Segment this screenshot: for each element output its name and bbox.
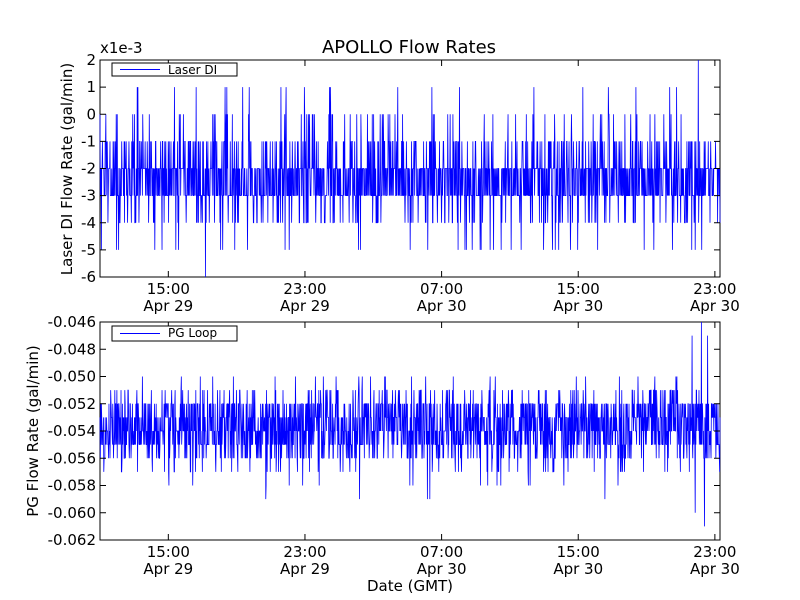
x-tick-time-label: 15:00 — [557, 543, 600, 561]
pg-loop-y-ticks: -0.046 -0.048 -0.050 -0.052 -0.054 -0.056 -0.0… — [48, 313, 720, 549]
x-tick-time-label: 23:00 — [283, 543, 326, 561]
y-tick-label: 0 — [86, 105, 96, 123]
y-tick-label: -0.058 — [48, 477, 96, 495]
pg-loop-legend-box — [111, 325, 238, 342]
chart-title: APOLLO Flow Rates — [322, 37, 496, 58]
x-tick-date-label: Apr 30 — [417, 560, 467, 578]
pg-loop-legend-label: PG Loop — [168, 326, 217, 340]
y-tick-label: -3 — [81, 187, 96, 205]
x-tick-date-label: Apr 30 — [417, 297, 467, 315]
y-tick-label: -4 — [81, 214, 96, 232]
x-tick-date-label: Apr 29 — [143, 297, 193, 315]
x-tick-date-label: Apr 30 — [690, 297, 740, 315]
y-tick-label: -0.054 — [48, 422, 96, 440]
laser-di-legend-label: Laser DI — [168, 63, 217, 77]
x-tick-time-label: 15:00 — [147, 543, 190, 561]
laser-di-series-group — [99, 59, 721, 278]
x-tick-time-label: 23:00 — [693, 280, 736, 298]
x-tick-time-label: 15:00 — [147, 280, 190, 298]
y-tick-label: -0.048 — [48, 340, 96, 358]
x-axis-label: Date (GMT) — [367, 577, 453, 595]
pg-loop-legend: PG Loop — [111, 325, 238, 342]
x-tick-time-label: 07:00 — [420, 543, 463, 561]
laser-di-offset-label: x1e-3 — [100, 39, 143, 57]
x-tick-time-label: 07:00 — [420, 280, 463, 298]
x-tick-date-label: Apr 29 — [143, 560, 193, 578]
laser-di-y-ticks: 2 1 0 -1 -2 -3 -4 -5 -6 — [81, 51, 720, 286]
x-tick-date-label: Apr 29 — [280, 560, 330, 578]
y-tick-label: -0.050 — [48, 368, 96, 386]
y-tick-label: 1 — [86, 78, 96, 96]
x-tick-time-label: 15:00 — [557, 280, 600, 298]
y-tick-label: -0.046 — [48, 313, 96, 331]
y-tick-label: -0.062 — [48, 531, 96, 549]
pg-loop-y-axis-label: PG Flow Rate (gal/min) — [24, 345, 42, 517]
x-tick-date-label: Apr 30 — [553, 297, 603, 315]
x-tick-time-label: 23:00 — [283, 280, 326, 298]
laser-di-series-line — [99, 59, 721, 278]
x-tick-date-label: Apr 29 — [280, 297, 330, 315]
y-tick-label: -0.052 — [48, 395, 96, 413]
laser-di-y-axis-label: Laser DI Flow Rate (gal/min) — [58, 63, 76, 275]
y-tick-label: 2 — [86, 51, 96, 69]
y-tick-label: -0.060 — [48, 504, 96, 522]
pg-loop-series-line — [99, 321, 721, 527]
x-tick-date-label: Apr 30 — [690, 560, 740, 578]
y-tick-label: -0.056 — [48, 449, 96, 467]
laser-di-legend: Laser DI — [111, 62, 238, 77]
laser-di-legend-box — [111, 62, 238, 77]
pg-loop-series-group — [99, 321, 721, 527]
y-tick-label: -1 — [81, 132, 96, 150]
y-tick-label: -6 — [81, 268, 96, 286]
x-tick-time-label: 23:00 — [693, 543, 736, 561]
y-tick-label: -2 — [81, 160, 96, 178]
pg-loop-plot: -0.046 -0.048 -0.050 -0.052 -0.054 -0.056 -0.0… — [24, 313, 740, 578]
y-tick-label: -5 — [81, 241, 96, 259]
x-tick-date-label: Apr 30 — [553, 560, 603, 578]
